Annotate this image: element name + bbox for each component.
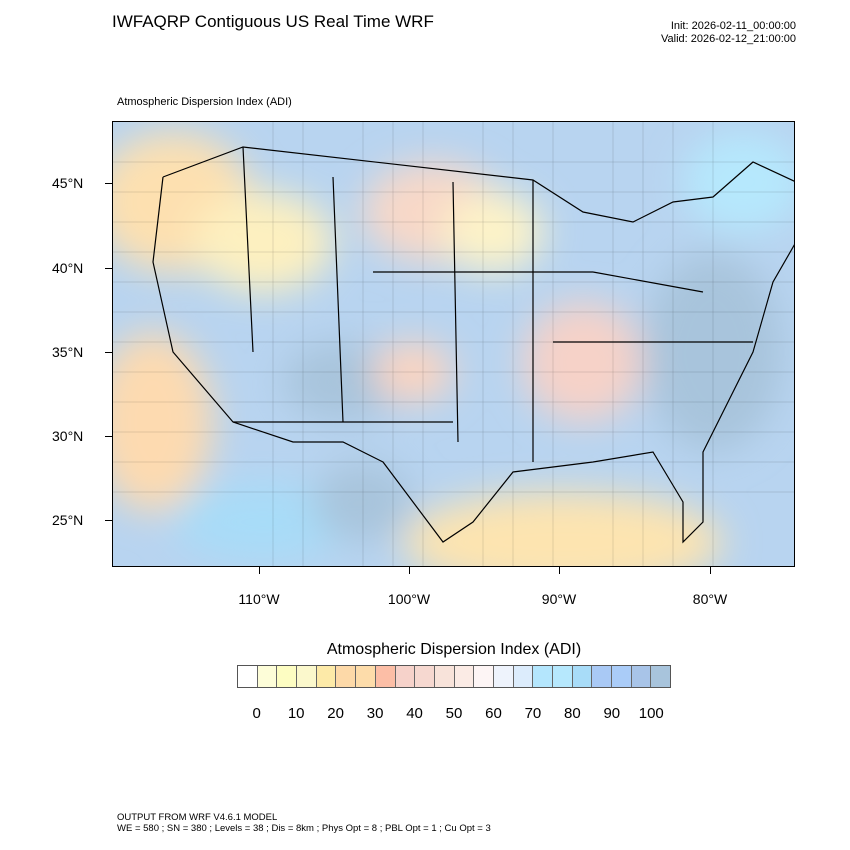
lon-tick: [409, 567, 410, 574]
adi-map: [112, 121, 795, 567]
lat-tick: [105, 436, 112, 437]
colorbar-label: 0: [252, 705, 261, 722]
lat-label: 40°N: [52, 260, 84, 276]
colorbar-label: 60: [485, 705, 502, 722]
init-time: Init: 2026-02-11_00:00:00: [670, 20, 796, 32]
lat-label: 45°N: [52, 175, 84, 191]
model-info: OUTPUT FROM WRF V4.6.1 MODEL: [117, 812, 278, 823]
colorbar-label: 90: [603, 705, 621, 722]
colorbar-label: 10: [287, 705, 305, 722]
colorbar-box: [434, 666, 455, 687]
lat-label: 35°N: [52, 344, 84, 360]
colorbar-label: 50: [445, 705, 463, 722]
lon-label: 80°W: [692, 591, 728, 607]
colorbar-box: [297, 666, 317, 687]
colorbar-box: [356, 666, 376, 687]
colorbar: [237, 665, 671, 688]
field-subtitle: Atmospheric Dispersion Index (ADI): [117, 96, 292, 108]
lat-tick: [105, 352, 112, 353]
colorbar-box: [592, 666, 613, 687]
county-lines: [113, 122, 794, 566]
colorbar-box: [493, 666, 514, 687]
lon-tick: [559, 567, 560, 574]
colorbar-label: 20: [327, 705, 344, 722]
colorbar-box: [651, 666, 671, 687]
colorbar-label: 30: [366, 705, 384, 722]
lat-label: 30°N: [52, 428, 84, 444]
colorbar-label: 80: [564, 705, 581, 722]
colorbar-box: [257, 666, 278, 687]
colorbar-box: [572, 666, 593, 687]
colorbar-box: [336, 666, 357, 687]
lon-tick: [710, 567, 711, 574]
colorbar-box: [513, 666, 534, 687]
lat-tick: [105, 520, 112, 521]
colorbar-box: [375, 666, 396, 687]
colorbar-box: [316, 666, 337, 687]
footer: OUTPUT FROM WRF V4.6.1 MODEL WE = 580 ; …: [117, 812, 491, 834]
colorbar-box: [631, 666, 652, 687]
valid-time: Valid: 2026-02-12_21:00:00: [661, 33, 796, 45]
colorbar-label: 40: [406, 705, 423, 722]
colorbar-box: [474, 666, 494, 687]
time-info: Init: 2026-02-11_00:00:00 Valid: 2026-02…: [661, 20, 796, 46]
colorbar-box: [238, 666, 258, 687]
lon-label: 110°W: [238, 591, 280, 607]
lat-label: 25°N: [52, 512, 84, 528]
colorbar-label: 100: [638, 705, 664, 722]
colorbar-box: [277, 666, 298, 687]
colorbar-box: [553, 666, 573, 687]
colorbar-box: [612, 666, 632, 687]
colorbar-box: [395, 666, 416, 687]
lat-tick: [105, 268, 112, 269]
colorbar-label: 70: [524, 705, 542, 722]
colorbar-title: Atmospheric Dispersion Index (ADI): [326, 641, 582, 658]
plot-title: IWFAQRP Contiguous US Real Time WRF: [112, 12, 434, 31]
lat-tick: [105, 183, 112, 184]
lon-label: 90°W: [541, 591, 577, 607]
map-field: [113, 122, 794, 566]
lon-tick: [259, 567, 260, 574]
colorbar-box: [533, 666, 553, 687]
model-config: WE = 580 ; SN = 380 ; Levels = 38 ; Dis …: [117, 823, 491, 834]
colorbar-box: [454, 666, 475, 687]
colorbar-box: [415, 666, 435, 687]
lon-label: 100°W: [387, 591, 431, 607]
